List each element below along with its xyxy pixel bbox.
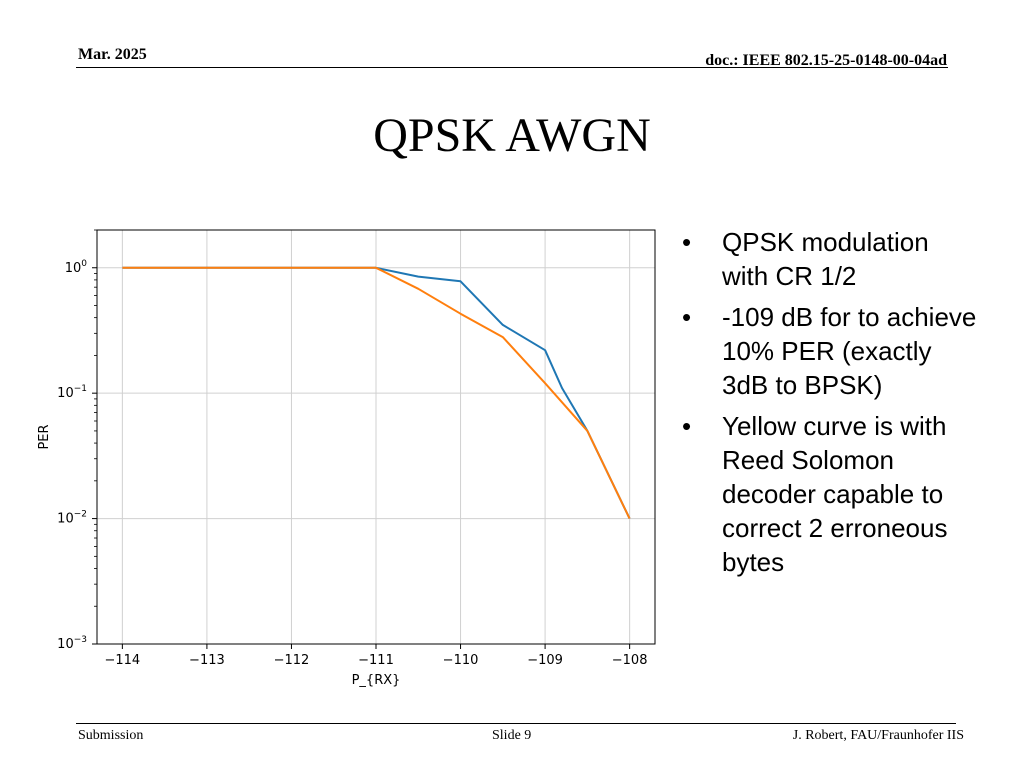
footer-author: J. Robert, FAU/Fraunhofer IIS — [792, 728, 964, 743]
footer-submission: Submission — [78, 728, 144, 743]
y-tick-label: 10−3 — [57, 635, 87, 652]
series-line-orange — [122, 266, 631, 520]
x-tick-label: −110 — [443, 653, 479, 668]
per-chart-svg: −114 −113 −112 −111 −110 −109 −108 100 10−1 10−2 1… — [37, 229, 656, 688]
x-tick-label: −111 — [358, 653, 394, 668]
bullet-item: • Yellow curve is with Reed Solomon decod… — [678, 409, 978, 579]
bullet-text: Yellow curve is with Reed Solomon decode… — [722, 411, 948, 577]
y-axis-label: PER — [37, 424, 52, 449]
bullet-item: • QPSK modulation with CR 1/2 — [678, 225, 978, 293]
bullet-text: -109 dB for to achieve 10% PER (exactly … — [722, 302, 977, 400]
y-tick-label: 10−1 — [57, 384, 87, 401]
bullet-list: • QPSK modulation with CR 1/2 • -109 dB fo… — [678, 225, 978, 586]
y-tick-label: 100 — [65, 259, 88, 276]
y-tick-label: 10−2 — [57, 510, 87, 527]
header-date: Mar. 2025 — [78, 46, 147, 63]
bullet-text: QPSK modulation with CR 1/2 — [722, 227, 929, 291]
x-tick-label: −109 — [527, 653, 563, 668]
header-doc-id: doc.: IEEE 802.15-25-0148-00-04ad — [705, 52, 947, 69]
bullet-dot: • — [682, 302, 692, 332]
x-tick-label: −114 — [105, 653, 141, 668]
bullet-item: • -109 dB for to achieve 10% PER (exactly… — [678, 300, 978, 402]
x-tick-label: −113 — [189, 653, 225, 668]
footer-divider — [76, 723, 956, 724]
header-divider — [76, 67, 948, 68]
bullet-dot: • — [682, 227, 692, 257]
x-axis-label: P_{RX} — [352, 673, 401, 688]
series-line-blue — [122, 266, 631, 520]
x-tick-label: −112 — [274, 653, 310, 668]
slide-title: QPSK AWGN — [373, 109, 651, 162]
bullet-dot: • — [682, 411, 692, 441]
per-chart: −114 −113 −112 −111 −110 −109 −108 100 10−1 10−2 1… — [30, 218, 670, 698]
footer-slide-number: Slide 9 — [492, 728, 532, 743]
x-tick-label: −108 — [612, 653, 648, 668]
